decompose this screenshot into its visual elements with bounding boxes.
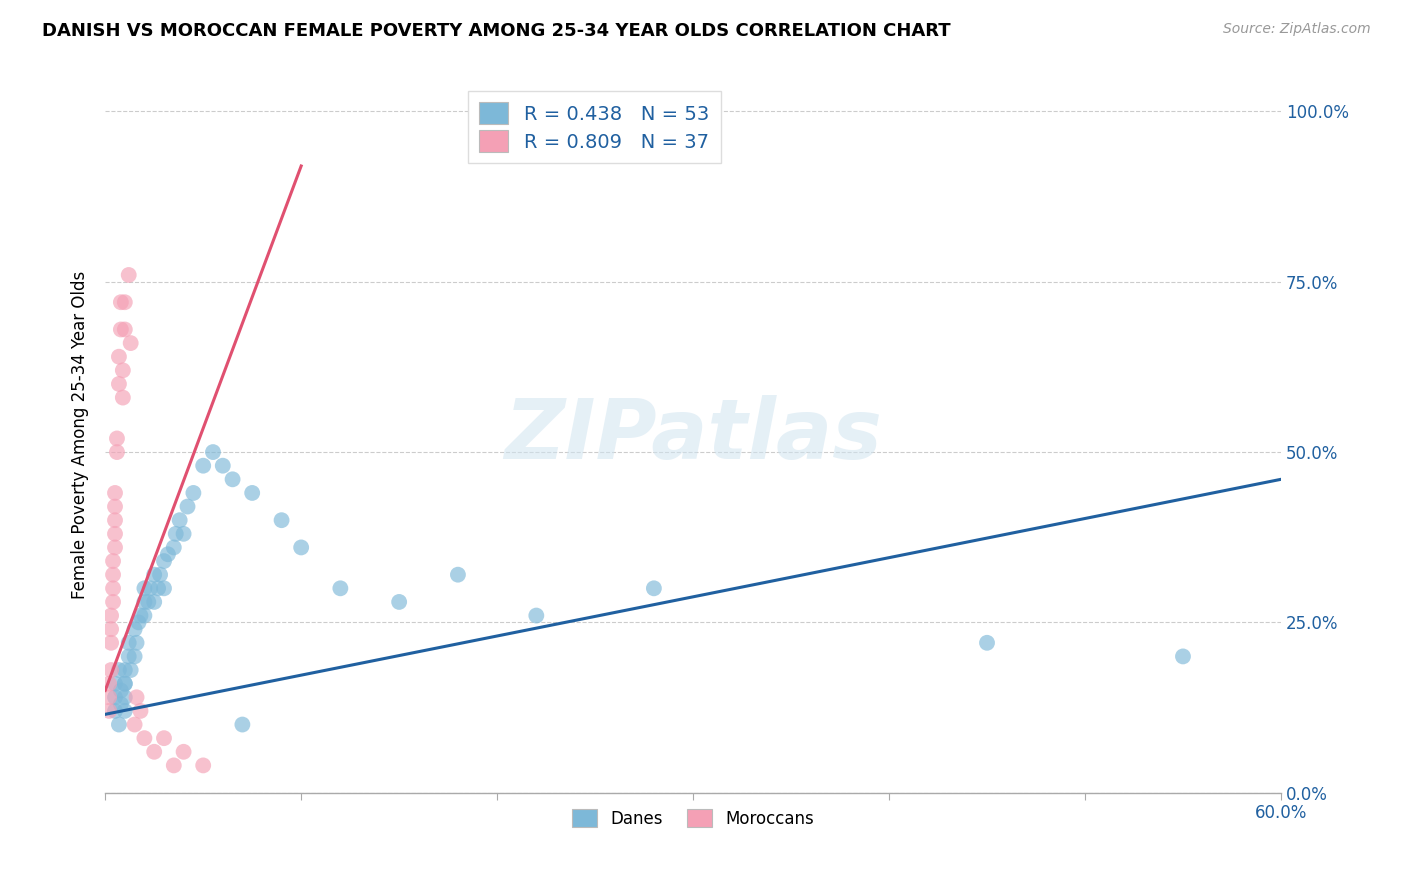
- Point: [143, 745, 166, 759]
- Point: [193, 458, 215, 473]
- Point: [114, 322, 136, 336]
- Point: [98, 676, 121, 690]
- Point: [270, 513, 292, 527]
- Text: Source: ZipAtlas.com: Source: ZipAtlas.com: [1223, 22, 1371, 37]
- Point: [201, 445, 224, 459]
- Point: [104, 690, 127, 705]
- Point: [111, 391, 134, 405]
- Point: [173, 745, 195, 759]
- Point: [129, 704, 152, 718]
- Point: [100, 663, 122, 677]
- Point: [143, 595, 166, 609]
- Point: [120, 663, 142, 677]
- Point: [118, 268, 141, 282]
- Point: [134, 608, 156, 623]
- Point: [153, 731, 176, 746]
- Point: [101, 567, 124, 582]
- Point: [149, 567, 172, 582]
- Point: [110, 295, 132, 310]
- Point: [110, 697, 132, 711]
- Point: [231, 717, 253, 731]
- Point: [118, 649, 141, 664]
- Point: [104, 513, 127, 527]
- Point: [134, 731, 156, 746]
- Point: [111, 363, 134, 377]
- Point: [136, 595, 159, 609]
- Point: [125, 636, 148, 650]
- Point: [128, 615, 150, 630]
- Point: [120, 336, 142, 351]
- Point: [114, 295, 136, 310]
- Text: ZIPatlas: ZIPatlas: [505, 394, 882, 475]
- Y-axis label: Female Poverty Among 25-34 Year Olds: Female Poverty Among 25-34 Year Olds: [72, 271, 89, 599]
- Point: [114, 690, 136, 705]
- Point: [114, 676, 136, 690]
- Point: [193, 758, 215, 772]
- Point: [101, 582, 124, 596]
- Point: [124, 622, 146, 636]
- Point: [104, 526, 127, 541]
- Point: [101, 595, 124, 609]
- Point: [169, 513, 191, 527]
- Point: [129, 608, 152, 623]
- Point: [125, 690, 148, 705]
- Point: [139, 582, 162, 596]
- Point: [153, 582, 176, 596]
- Point: [108, 376, 131, 391]
- Point: [98, 704, 121, 718]
- Point: [221, 472, 243, 486]
- Point: [110, 322, 132, 336]
- Point: [104, 486, 127, 500]
- Point: [524, 608, 547, 623]
- Point: [143, 567, 166, 582]
- Point: [163, 758, 186, 772]
- Point: [240, 486, 263, 500]
- Point: [118, 636, 141, 650]
- Point: [114, 663, 136, 677]
- Point: [105, 432, 128, 446]
- Point: [104, 541, 127, 555]
- Point: [108, 717, 131, 731]
- Point: [388, 595, 411, 609]
- Point: [108, 350, 131, 364]
- Point: [165, 526, 187, 541]
- Point: [183, 486, 205, 500]
- Point: [100, 636, 122, 650]
- Point: [163, 541, 186, 555]
- Point: [114, 676, 136, 690]
- Point: [976, 636, 998, 650]
- Point: [100, 608, 122, 623]
- Point: [153, 554, 176, 568]
- Point: [447, 567, 470, 582]
- Legend: Danes, Moroccans: Danes, Moroccans: [565, 803, 821, 834]
- Point: [110, 683, 132, 698]
- Point: [101, 554, 124, 568]
- Point: [134, 582, 156, 596]
- Point: [156, 547, 179, 561]
- Point: [114, 704, 136, 718]
- Point: [329, 582, 352, 596]
- Point: [104, 676, 127, 690]
- Point: [146, 582, 169, 596]
- Point: [1171, 649, 1194, 664]
- Point: [211, 458, 233, 473]
- Point: [98, 690, 121, 705]
- Point: [104, 704, 127, 718]
- Point: [104, 500, 127, 514]
- Point: [108, 663, 131, 677]
- Point: [134, 595, 156, 609]
- Point: [100, 622, 122, 636]
- Text: DANISH VS MOROCCAN FEMALE POVERTY AMONG 25-34 YEAR OLDS CORRELATION CHART: DANISH VS MOROCCAN FEMALE POVERTY AMONG …: [42, 22, 950, 40]
- Point: [176, 500, 198, 514]
- Point: [290, 541, 312, 555]
- Point: [643, 582, 665, 596]
- Point: [124, 717, 146, 731]
- Point: [124, 649, 146, 664]
- Point: [173, 526, 195, 541]
- Point: [105, 445, 128, 459]
